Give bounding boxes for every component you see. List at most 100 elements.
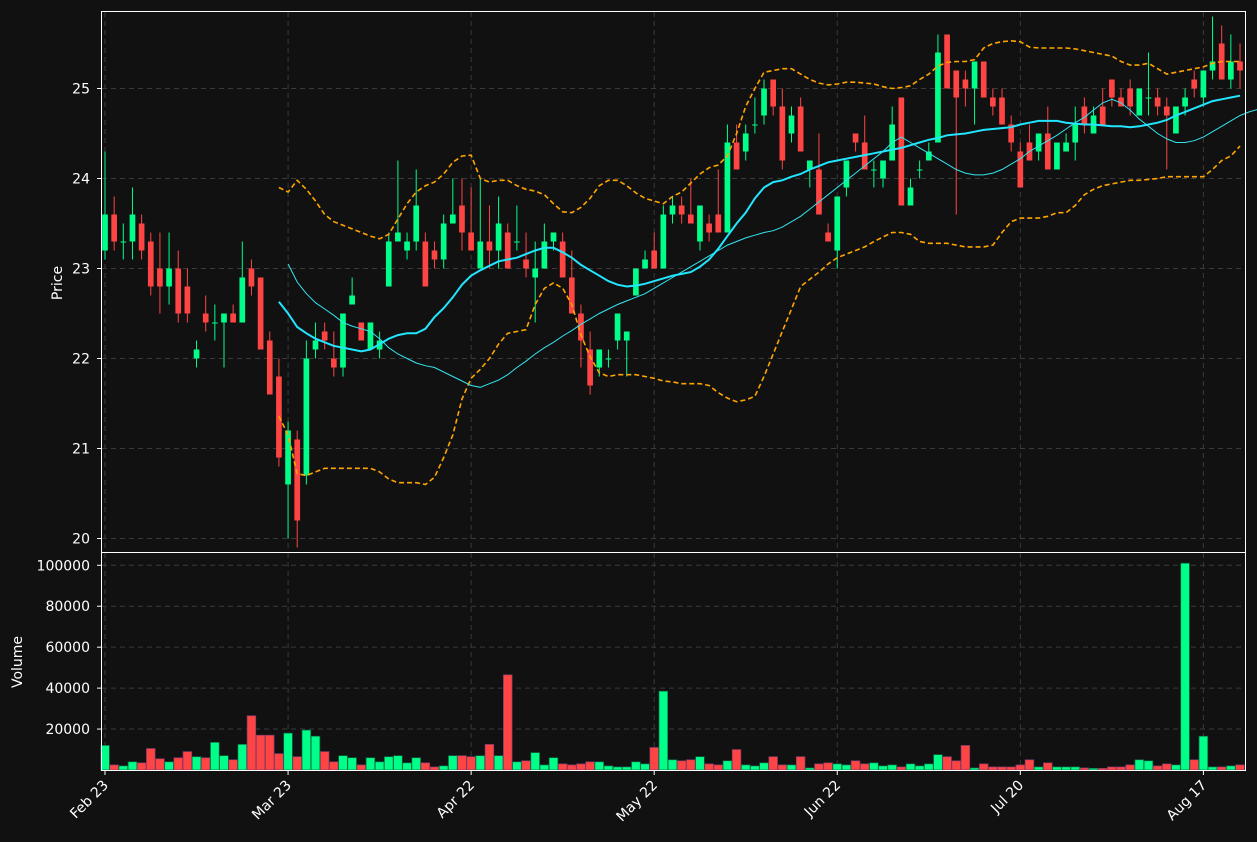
candle-body xyxy=(797,106,804,152)
volume-bar xyxy=(338,755,348,771)
candle-body xyxy=(733,142,740,170)
candle-body xyxy=(742,133,749,152)
volume-bar xyxy=(530,752,540,771)
volume-bar xyxy=(521,760,531,771)
candle-body xyxy=(1118,97,1124,107)
volume-bar xyxy=(979,763,989,771)
candle-body xyxy=(202,313,209,323)
volume-bar xyxy=(1079,767,1090,771)
candle-body xyxy=(230,313,236,323)
price-y-tick-label: 23 xyxy=(72,262,90,278)
candle-body xyxy=(990,97,996,107)
candle-body xyxy=(468,232,474,251)
candle-body xyxy=(1017,151,1024,188)
volume-bar xyxy=(722,760,733,771)
candle-body xyxy=(486,241,493,251)
volume-bar xyxy=(384,756,394,771)
volume-bar xyxy=(933,754,943,771)
candle-body xyxy=(770,79,777,107)
volume-bar xyxy=(667,759,678,771)
candle-body xyxy=(898,97,905,206)
candle-body xyxy=(1054,142,1060,170)
candle-body xyxy=(495,223,502,251)
volume-bar xyxy=(1088,768,1099,771)
volume-bar xyxy=(658,690,669,771)
volume-bar xyxy=(1226,765,1236,771)
volume-bar xyxy=(576,763,586,771)
candle-body xyxy=(1081,106,1088,125)
candle-body xyxy=(111,214,117,242)
volume-bar xyxy=(676,760,687,771)
volume-bar xyxy=(960,745,971,771)
volume-bar xyxy=(274,753,284,771)
volume-bar xyxy=(182,751,193,771)
volume-bar xyxy=(1061,766,1071,771)
volume-bar xyxy=(631,761,641,771)
volume-bar xyxy=(1171,764,1181,771)
volume-bar xyxy=(393,755,403,771)
candle-body xyxy=(395,232,401,242)
bollinger-lower-line xyxy=(278,145,1241,486)
candle-body xyxy=(1136,88,1143,116)
candle-body xyxy=(1127,88,1133,107)
candle-body xyxy=(504,232,511,269)
volume-bar xyxy=(402,762,412,771)
candle-body xyxy=(1035,133,1042,152)
volume-bar xyxy=(887,764,897,771)
candle-body xyxy=(413,205,420,242)
candle-body xyxy=(687,214,694,224)
volume-bar xyxy=(567,764,577,771)
volume-bar xyxy=(503,674,513,771)
candle-body xyxy=(1099,106,1106,125)
candle-body xyxy=(523,259,529,269)
candle-body xyxy=(248,268,255,287)
candle-body xyxy=(1154,97,1161,107)
volume-bar xyxy=(969,767,980,771)
volume-bar xyxy=(118,765,129,771)
volume-bar xyxy=(640,763,650,771)
volume-bar xyxy=(164,761,174,771)
candle-body xyxy=(1209,61,1216,71)
volume-bar xyxy=(997,766,1007,771)
candle-body xyxy=(1109,79,1115,98)
volume-bar xyxy=(786,764,797,771)
volume-panel-frame xyxy=(101,552,1246,771)
candle-body xyxy=(724,142,731,233)
candle-body xyxy=(431,250,438,260)
price-axis-label: Price xyxy=(50,266,66,300)
volume-bar xyxy=(731,749,742,771)
slow-moving-average-line xyxy=(278,94,1241,353)
volume-bar xyxy=(914,765,925,771)
candle-body xyxy=(1182,97,1188,107)
volume-bar xyxy=(622,766,632,771)
volume-bar xyxy=(832,763,842,771)
volume-bar xyxy=(1162,763,1172,771)
candle-body xyxy=(340,313,346,368)
volume-bar xyxy=(1006,766,1016,771)
volume-bar xyxy=(292,756,302,771)
volume-bar xyxy=(1134,759,1145,771)
volume-bar xyxy=(1052,766,1062,771)
volume-bar xyxy=(713,764,723,771)
volume-bar xyxy=(210,742,220,771)
volume-bar xyxy=(1098,768,1108,771)
candle-body xyxy=(157,268,163,287)
volume-bar xyxy=(951,760,961,771)
volume-bar xyxy=(768,756,778,771)
volume-bar xyxy=(1180,562,1190,771)
volume-bar xyxy=(850,760,861,771)
volume-bar xyxy=(594,761,604,771)
volume-bar xyxy=(539,764,550,771)
volume-bar xyxy=(475,755,485,771)
volume-bar xyxy=(548,757,559,771)
candle-body xyxy=(788,115,795,134)
volume-bar xyxy=(228,759,238,771)
candle-body xyxy=(1228,61,1234,80)
volume-bar xyxy=(823,762,833,771)
candle-body xyxy=(587,349,593,386)
candle-body xyxy=(1072,124,1079,143)
candle-body xyxy=(1063,142,1069,152)
candle-body xyxy=(852,133,859,143)
candle-body xyxy=(303,358,310,476)
